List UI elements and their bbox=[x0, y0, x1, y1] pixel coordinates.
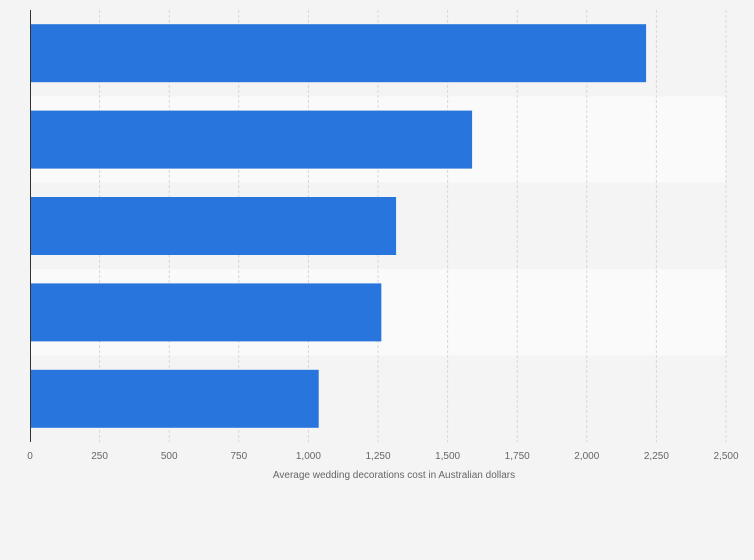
x-tick-label: 750 bbox=[230, 451, 247, 462]
x-tick-label: 500 bbox=[161, 451, 178, 462]
x-axis-ticks: 0 250 500 750 1,000 1,250 1,500 1,750 2,000 2,250… bbox=[27, 451, 739, 462]
x-tick-label: 0 bbox=[27, 451, 33, 462]
bar[interactable] bbox=[30, 369, 319, 428]
x-tick-label: 2,250 bbox=[644, 451, 669, 462]
x-tick-label: 1,250 bbox=[365, 451, 390, 462]
bar[interactable] bbox=[30, 110, 473, 169]
x-tick-label: 2,500 bbox=[713, 451, 738, 462]
x-tick-label: 2,000 bbox=[574, 451, 599, 462]
x-tick-label: 1,500 bbox=[435, 451, 460, 462]
x-axis-title: Average wedding decorations cost in Aust… bbox=[273, 470, 515, 481]
x-tick-label: 1,000 bbox=[296, 451, 321, 462]
x-tick-label: 250 bbox=[91, 451, 108, 462]
bar[interactable] bbox=[30, 197, 397, 255]
bar[interactable] bbox=[30, 283, 382, 342]
bars bbox=[30, 24, 647, 428]
bar[interactable] bbox=[30, 24, 647, 83]
x-tick-label: 1,750 bbox=[505, 451, 530, 462]
